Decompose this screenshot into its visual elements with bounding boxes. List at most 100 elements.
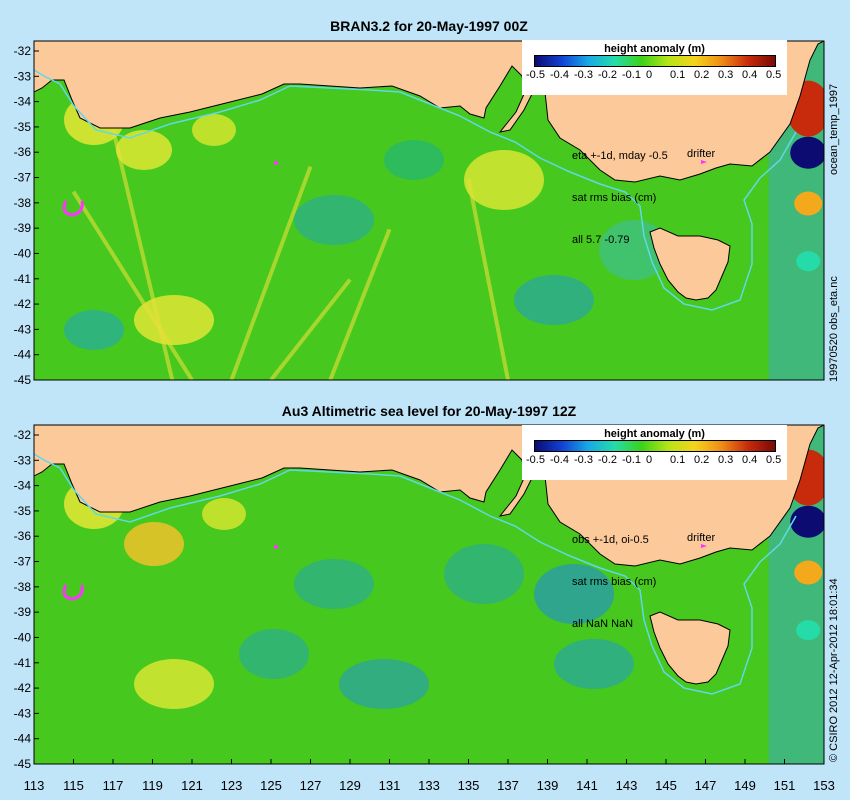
panel-2-side-label: © CSIRO 2012 12-Apr-2012 18:01:34	[828, 578, 840, 762]
x-tick-label: 115	[63, 778, 84, 793]
eddy	[790, 136, 824, 169]
x-tick-label: 147	[695, 778, 717, 793]
legend-tick-label: 0.1	[670, 454, 686, 466]
tasmania	[649, 227, 731, 301]
x-tick-label: 135	[458, 778, 480, 793]
anomaly-blob	[294, 195, 374, 245]
legend-tick-label: -0.1	[622, 69, 641, 81]
legend-tick-label: 0.2	[694, 454, 710, 466]
x-tick-label: 129	[339, 778, 361, 793]
legend-tick-label: 0	[646, 69, 653, 81]
x-tick-label: 125	[260, 778, 282, 793]
panel-frame	[33, 40, 825, 381]
x-tick-label: 117	[103, 778, 124, 793]
satellite-track	[229, 165, 313, 380]
panel-2-drifter-label: drifter	[687, 532, 716, 544]
anomaly-blob	[339, 659, 429, 709]
x-tick-label: 121	[181, 778, 203, 793]
y-tick-label: -40	[14, 630, 32, 644]
panel-2-legend: height anomaly (m) -0.5 -0.4 -0.3 -0.2 -0.1 0…	[522, 425, 787, 480]
y-tick-label: -44	[14, 348, 32, 362]
legend-tick-label: -0.1	[622, 454, 641, 466]
panel-1-colorbar	[534, 55, 776, 67]
panel-2-stats-line: obs +-1d, oi-0.5	[572, 534, 649, 546]
panel-1-stats-line: all 5.7 -0.79	[572, 234, 630, 246]
legend-tick-label: -0.4	[550, 69, 569, 81]
y-tick-label: -42	[14, 297, 32, 311]
x-tick-label: 119	[142, 778, 163, 793]
y-tick-label: -43	[14, 706, 32, 720]
panel-2-stats-line: all NaN NaN	[572, 618, 634, 630]
legend-tick-label: -0.2	[598, 454, 617, 466]
drifter-track	[62, 584, 84, 601]
panel-2-legend-title: height anomaly (m)	[604, 428, 705, 440]
y-tick-label: -42	[14, 681, 32, 695]
x-tick-label: 133	[418, 778, 440, 793]
legend-tick-label: -0.3	[574, 454, 593, 466]
panel-2-colorbar	[534, 440, 776, 452]
legend-tick-label: 0.4	[742, 69, 758, 81]
legend-tick-label: -0.3	[574, 69, 593, 81]
x-tick-label: 127	[300, 778, 322, 793]
y-tick-label: -33	[14, 453, 32, 467]
anomaly-blob	[192, 114, 236, 146]
y-tick-label: -36	[14, 145, 32, 159]
x-tick-label: 141	[576, 778, 598, 793]
panel-1-title: BRAN3.2 for 20-May-1997 00Z	[330, 18, 528, 34]
anomaly-blob	[444, 544, 524, 604]
y-tick-label: -41	[14, 656, 32, 670]
y-tick-label: -43	[14, 322, 32, 336]
panel-1-stats-line: sat rms bias (cm)	[572, 192, 657, 204]
legend-tick-label: -0.5	[526, 69, 545, 81]
x-tick-label: 113	[24, 778, 45, 793]
legend-tick-label: 0.3	[718, 454, 734, 466]
satellite-track	[71, 190, 194, 380]
legend-tick-label: -0.2	[598, 69, 617, 81]
eddy	[790, 505, 824, 538]
legend-tick-label: 0.1	[670, 69, 686, 81]
anomaly-blob	[134, 295, 214, 345]
legend-tick-label: 0.5	[766, 454, 782, 466]
legend-tick-label: 0.3	[718, 69, 734, 81]
panel-2-title: Au3 Altimetric sea level for 20-May-1997…	[281, 403, 577, 419]
x-tick-label: 151	[774, 778, 796, 793]
anomaly-blob	[554, 639, 634, 689]
y-tick-label: -45	[14, 757, 32, 771]
x-tick-label: 153	[813, 778, 835, 793]
anomaly-blob	[514, 275, 594, 325]
legend-tick-label: -0.5	[526, 454, 545, 466]
x-tick-label: 137	[497, 778, 519, 793]
panel-1-legend-title: height anomaly (m)	[604, 43, 705, 55]
drifter-arrow	[701, 160, 707, 164]
x-tick-label: 123	[221, 778, 243, 793]
panel-1-map: -32 -33 -34 -35 -36 -37 -38 -39 -40 -41 -42 -43 -44 -…	[14, 40, 825, 387]
eddy	[796, 251, 821, 272]
y-tick-label: -44	[14, 732, 32, 746]
satellite-track	[466, 178, 510, 380]
panel-1-side-label-bottom: 19970520 obs_eta.nc	[828, 276, 840, 382]
y-tick-label: -39	[14, 605, 32, 619]
anomaly-blob	[116, 130, 172, 170]
panel-1-side-label-top: ocean_temp_1997	[828, 83, 840, 175]
drifter-arrow	[701, 544, 707, 548]
x-tick-label: 131	[379, 778, 401, 793]
satellite-track	[328, 228, 392, 380]
panel-1-legend: height anomaly (m) -0.5 -0.4 -0.3 -0.2 -0.1 0…	[522, 40, 787, 95]
panel-1-drifter-label: drifter	[687, 148, 716, 160]
anomaly-blob	[202, 498, 246, 530]
y-tick-label: -32	[14, 428, 32, 442]
drifter-track	[62, 200, 84, 217]
y-tick-label: -35	[14, 504, 32, 518]
y-tick-label: -36	[14, 529, 32, 543]
x-tick-label: 149	[734, 778, 756, 793]
anomaly-blob	[384, 140, 444, 180]
panel-2-stats-line: sat rms bias (cm)	[572, 576, 657, 588]
legend-tick-label: 0.4	[742, 454, 758, 466]
y-tick-label: -45	[14, 373, 32, 387]
y-tick-label: -37	[14, 171, 32, 185]
anomaly-blob	[124, 522, 184, 566]
anomaly-blob	[64, 310, 124, 350]
anomaly-blob	[239, 629, 309, 679]
